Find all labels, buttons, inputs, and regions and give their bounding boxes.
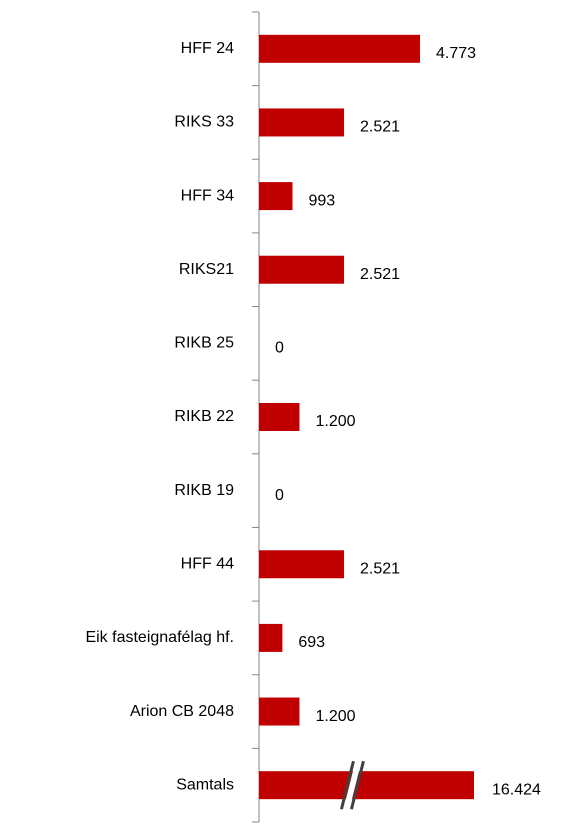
bar [259,182,293,211]
category-label: RIKS21 [179,261,234,278]
value-label: 2.521 [360,560,400,577]
bar [259,550,345,579]
bar [259,34,420,63]
bar [259,108,345,137]
axis-break-gap [343,761,362,810]
category-label: Samtals [176,776,234,793]
value-label: 0 [275,487,284,504]
value-label: 1.200 [315,708,355,725]
value-label: 16.424 [492,781,541,798]
value-label: 1.200 [315,413,355,430]
category-label: RIKS 33 [174,114,234,131]
category-label: RIKB 19 [174,482,234,499]
bar [259,697,300,726]
value-label: 2.521 [360,119,400,136]
axis-break [349,760,365,810]
category-label: HFF 24 [181,40,234,57]
value-label: 4.773 [436,45,476,62]
category-label: HFF 44 [181,555,234,572]
bar [259,623,283,652]
category-label: RIKB 25 [174,335,234,352]
value-label: 0 [275,340,284,357]
category-label: RIKB 22 [174,408,234,425]
category-label: HFF 34 [181,187,234,204]
axis-break [339,760,355,810]
category-label: Eik fasteignafélag hf. [85,629,234,646]
category-label: Arion CB 2048 [130,703,234,720]
value-label: 693 [298,634,325,651]
value-label: 993 [308,192,335,209]
value-label: 2.521 [360,266,400,283]
bar [259,403,300,431]
bar [259,771,474,800]
bar [259,255,345,284]
